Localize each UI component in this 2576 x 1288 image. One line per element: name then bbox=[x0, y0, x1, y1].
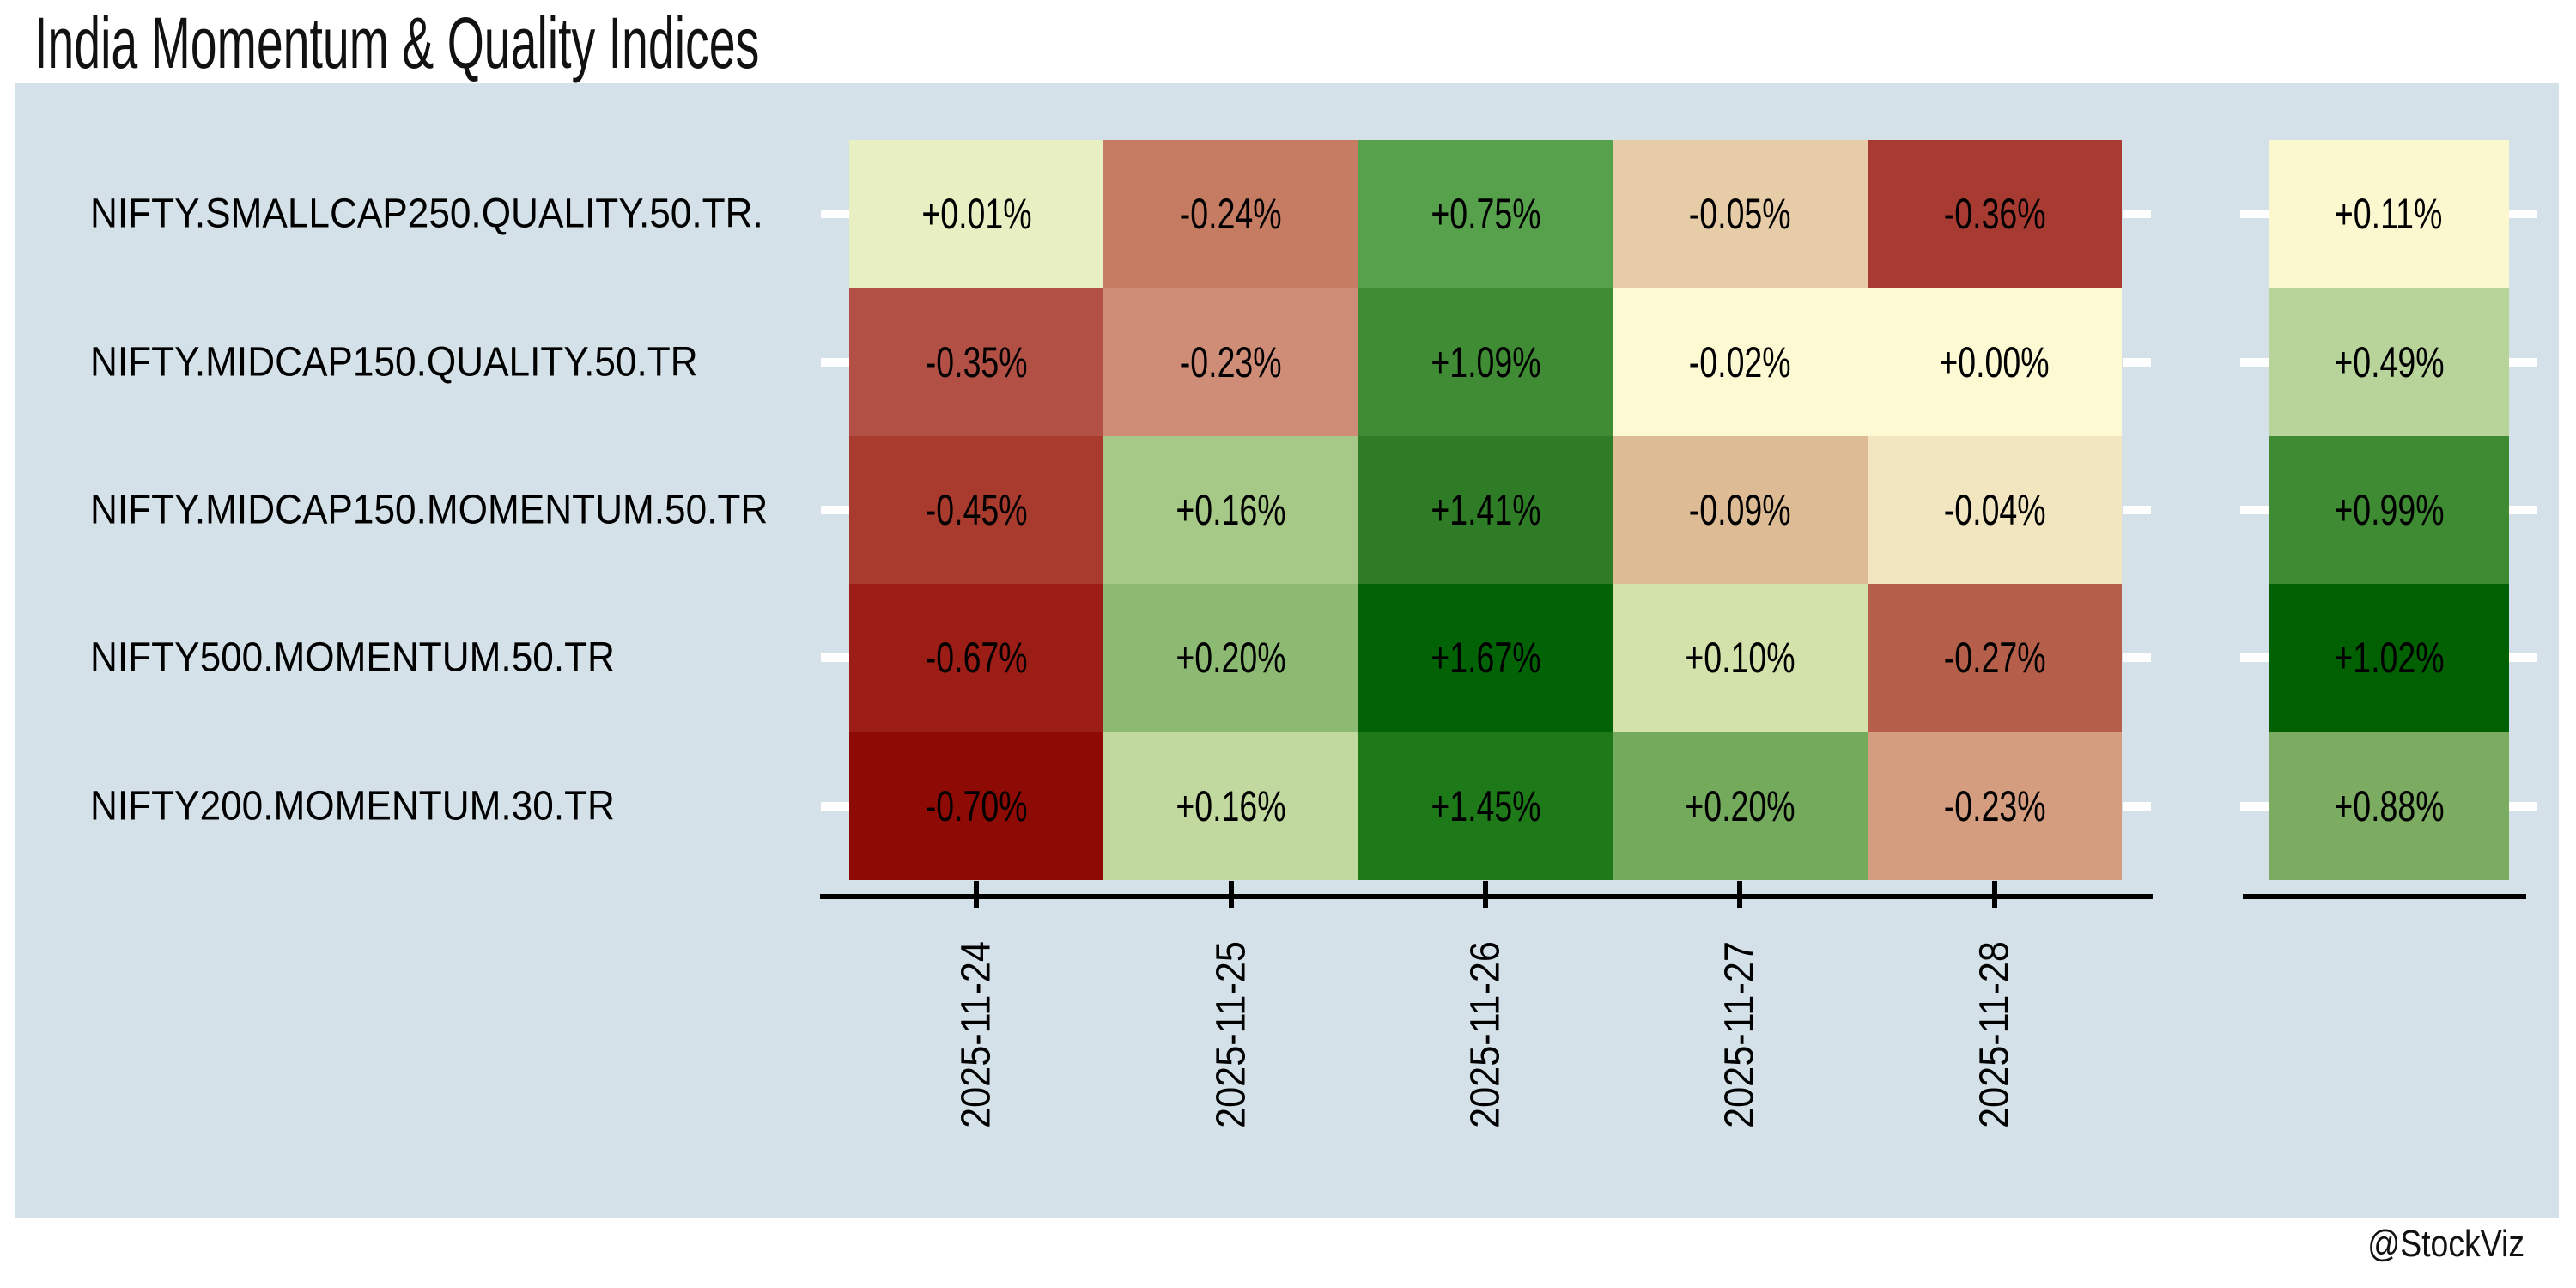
heatmap-cell-value: +1.41% bbox=[1430, 485, 1541, 534]
row-tick bbox=[821, 506, 849, 514]
row-tick bbox=[2123, 210, 2151, 219]
heatmap-cell: -0.24% bbox=[1103, 140, 1358, 289]
heatmap-cell-value: -0.05% bbox=[1688, 190, 1791, 239]
heatmap-cell: -0.36% bbox=[1867, 140, 2122, 289]
heatmap-cell-value: +0.16% bbox=[1176, 485, 1286, 534]
heatmap-cell-value: +1.45% bbox=[1430, 781, 1541, 830]
heatmap-cell-value: +0.01% bbox=[921, 190, 1032, 239]
heatmap-cell-value: +0.20% bbox=[1176, 634, 1286, 683]
row-tick bbox=[2240, 653, 2269, 663]
summary-cell: +0.49% bbox=[2269, 288, 2509, 436]
chart-title: India Momentum & Quality Indices bbox=[34, 3, 760, 83]
heatmap-cell: -0.23% bbox=[1103, 288, 1358, 436]
row-label: NIFTY.SMALLCAP250.QUALITY.50.TR. bbox=[90, 191, 763, 237]
heatmap-cell: -0.04% bbox=[1867, 435, 2122, 585]
summary-cell: +0.99% bbox=[2269, 435, 2509, 585]
row-label: NIFTY.MIDCAP150.MOMENTUM.50.TR bbox=[90, 487, 769, 533]
row-label: NIFTY.MIDCAP150.QUALITY.50.TR bbox=[90, 339, 698, 386]
heatmap-cell-value: +0.00% bbox=[1939, 337, 2050, 386]
heatmap-cell-value: +1.67% bbox=[1430, 634, 1541, 683]
row-tick bbox=[2240, 506, 2269, 514]
summary-cell: +0.11% bbox=[2269, 140, 2509, 289]
summary-cell-value: +0.11% bbox=[2335, 190, 2443, 239]
heatmap-cell: -0.09% bbox=[1613, 435, 1868, 585]
heatmap-cell-value: +0.16% bbox=[1176, 781, 1286, 830]
row-tick bbox=[2509, 210, 2537, 219]
row-tick bbox=[2123, 506, 2151, 514]
heatmap-cell-value: +0.10% bbox=[1685, 634, 1795, 683]
heatmap-cell-value: +0.20% bbox=[1685, 781, 1795, 830]
heatmap-cell: +1.45% bbox=[1358, 732, 1613, 880]
summary-cell: +0.88% bbox=[2269, 732, 2509, 880]
summary-axis-line bbox=[2243, 894, 2526, 899]
heatmap-cell-value: -0.36% bbox=[1943, 190, 2046, 239]
heatmap-cell-value: +1.09% bbox=[1430, 337, 1541, 386]
heatmap-cell: -0.70% bbox=[849, 732, 1104, 880]
heatmap-cell: -0.23% bbox=[1867, 732, 2122, 880]
row-tick bbox=[2123, 801, 2151, 811]
x-axis-label: 2025-11-24 bbox=[953, 941, 999, 1128]
row-label: NIFTY200.MOMENTUM.30.TR bbox=[90, 783, 615, 829]
row-label: NIFTY500.MOMENTUM.50.TR bbox=[90, 635, 615, 681]
x-axis-label: 2025-11-25 bbox=[1208, 941, 1255, 1128]
heatmap-cell: +0.20% bbox=[1103, 584, 1358, 732]
x-axis-line bbox=[820, 894, 2153, 899]
watermark: @StockViz bbox=[2367, 1223, 2524, 1265]
heatmap-cell: +0.00% bbox=[1867, 288, 2122, 436]
heatmap-cell-value: -0.67% bbox=[925, 634, 1028, 683]
heatmap-cell: +1.09% bbox=[1358, 288, 1613, 436]
heatmap-cell: +0.10% bbox=[1613, 584, 1868, 732]
heatmap-cell-value: -0.27% bbox=[1943, 634, 2046, 683]
heatmap-cell: +0.01% bbox=[849, 140, 1104, 289]
row-tick bbox=[821, 357, 849, 367]
heatmap-cell: +0.20% bbox=[1613, 732, 1868, 880]
heatmap-cell: +0.16% bbox=[1103, 435, 1358, 585]
heatmap-cell-value: -0.02% bbox=[1688, 337, 1791, 386]
heatmap-cell: +0.75% bbox=[1358, 140, 1613, 289]
row-tick bbox=[2240, 801, 2269, 811]
summary-cell: +1.02% bbox=[2269, 584, 2509, 732]
heatmap-cell-value: -0.70% bbox=[925, 781, 1028, 830]
x-axis-label: 2025-11-28 bbox=[1971, 941, 2018, 1128]
heatmap-cell: -0.05% bbox=[1613, 140, 1868, 289]
heatmap-cell-value: -0.23% bbox=[1180, 337, 1282, 386]
row-tick bbox=[821, 210, 849, 219]
x-axis-label: 2025-11-27 bbox=[1716, 941, 1763, 1128]
summary-cell-value: +0.49% bbox=[2333, 337, 2445, 386]
heatmap-cell: +1.41% bbox=[1358, 435, 1613, 585]
heatmap-cell: -0.35% bbox=[849, 288, 1104, 436]
heatmap-cell: +1.67% bbox=[1358, 584, 1613, 732]
heatmap-cell: -0.02% bbox=[1613, 288, 1868, 436]
row-tick bbox=[2509, 506, 2537, 514]
heatmap-cell: -0.45% bbox=[849, 435, 1104, 585]
heatmap-cell-value: -0.24% bbox=[1180, 190, 1282, 239]
x-axis-label: 2025-11-26 bbox=[1462, 941, 1509, 1128]
row-tick bbox=[821, 801, 849, 811]
row-tick bbox=[2509, 653, 2537, 663]
summary-cell-value: +1.02% bbox=[2333, 634, 2445, 683]
heatmap-cell: +0.16% bbox=[1103, 732, 1358, 880]
row-tick bbox=[2123, 357, 2151, 367]
row-tick bbox=[2509, 357, 2537, 367]
heatmap-cell: -0.67% bbox=[849, 584, 1104, 732]
row-tick bbox=[2240, 210, 2269, 219]
summary-cell-value: +0.88% bbox=[2333, 781, 2445, 830]
heatmap-cell-value: -0.35% bbox=[925, 337, 1028, 386]
heatmap-cell-value: -0.04% bbox=[1943, 485, 2046, 534]
row-tick bbox=[821, 653, 849, 663]
heatmap-cell-value: -0.09% bbox=[1688, 485, 1791, 534]
heatmap-cell-value: +0.75% bbox=[1430, 190, 1541, 239]
row-tick bbox=[2509, 801, 2537, 811]
heatmap-cell: -0.27% bbox=[1867, 584, 2122, 732]
row-tick bbox=[2240, 357, 2269, 367]
heatmap-cell-value: -0.45% bbox=[925, 485, 1028, 534]
row-tick bbox=[2123, 653, 2151, 663]
summary-cell-value: +0.99% bbox=[2333, 485, 2445, 534]
heatmap-cell-value: -0.23% bbox=[1943, 781, 2046, 830]
